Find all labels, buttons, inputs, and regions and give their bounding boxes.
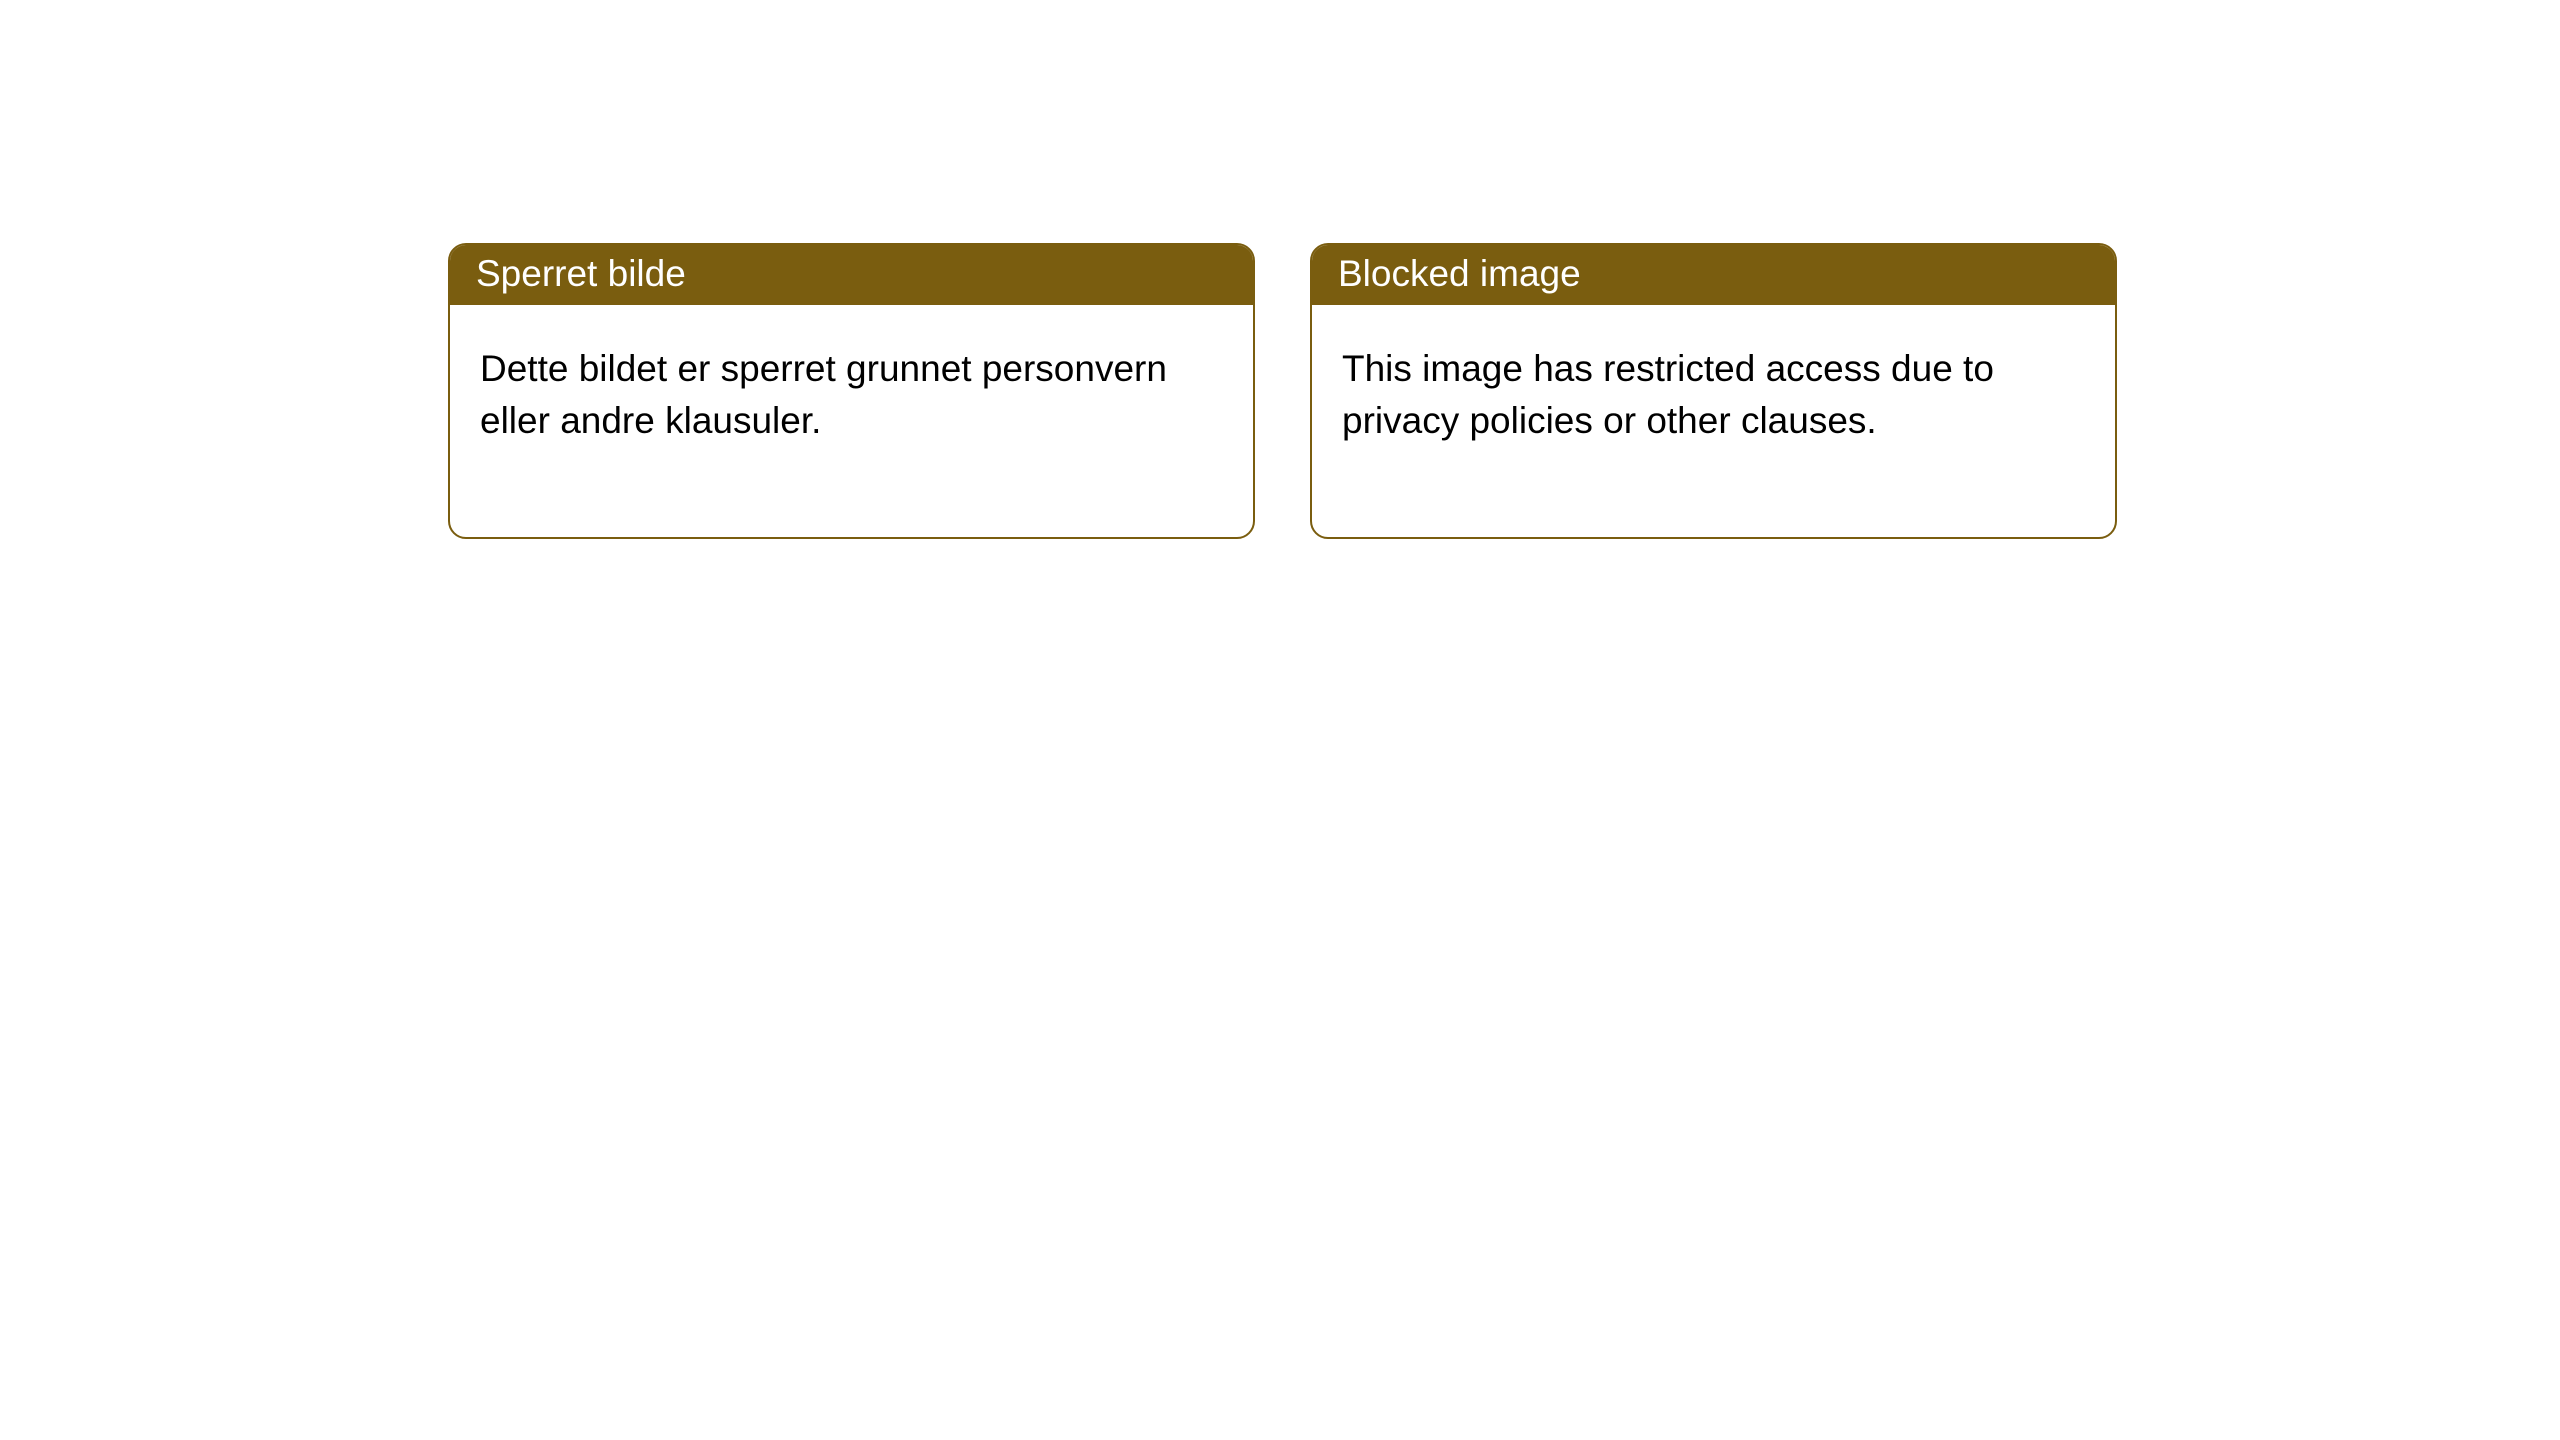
card-body-text: Dette bildet er sperret grunnet personve…	[480, 348, 1167, 441]
card-header: Sperret bilde	[450, 245, 1253, 305]
notice-container: Sperret bilde Dette bildet er sperret gr…	[0, 0, 2560, 539]
card-body-text: This image has restricted access due to …	[1342, 348, 1994, 441]
card-header: Blocked image	[1312, 245, 2115, 305]
notice-card-norwegian: Sperret bilde Dette bildet er sperret gr…	[448, 243, 1255, 539]
notice-card-english: Blocked image This image has restricted …	[1310, 243, 2117, 539]
card-title: Blocked image	[1338, 253, 1581, 294]
card-title: Sperret bilde	[476, 253, 686, 294]
card-body: This image has restricted access due to …	[1312, 305, 2115, 537]
card-body: Dette bildet er sperret grunnet personve…	[450, 305, 1253, 537]
